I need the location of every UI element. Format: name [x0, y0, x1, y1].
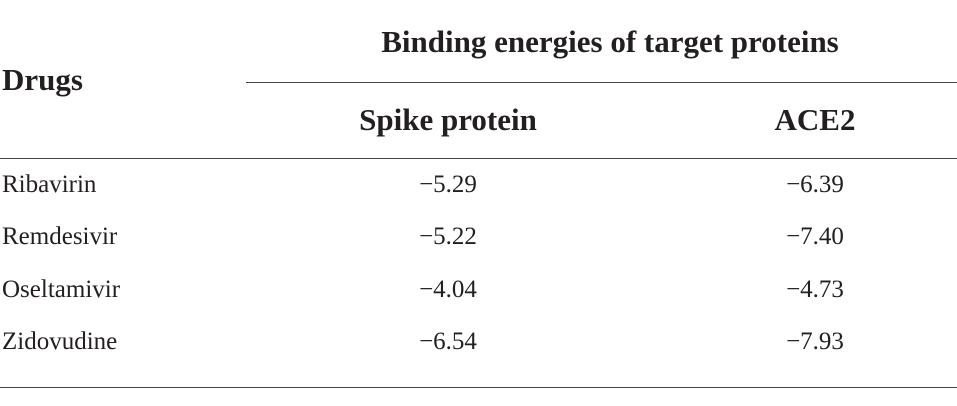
group-rule	[246, 82, 957, 83]
energy-value: −7.40	[786, 223, 844, 251]
drug-name: Ribavirin	[2, 171, 97, 198]
header-group: Binding energies of target proteins	[381, 24, 839, 59]
header-column: ACE2	[774, 102, 856, 137]
energy-value: −4.73	[786, 275, 844, 303]
header-column: Spike protein	[359, 102, 537, 137]
drug-name: Remdesivir	[2, 223, 118, 251]
bottom-rule	[0, 387, 957, 388]
energy-value: −5.29	[419, 171, 477, 198]
header-rule	[0, 158, 957, 159]
drug-name: Zidovudine	[2, 327, 118, 355]
energy-value: −6.54	[419, 327, 477, 355]
header-drugs: Drugs	[2, 62, 83, 97]
energy-value: −4.04	[419, 275, 477, 303]
energy-value: −6.39	[786, 171, 844, 198]
drug-name: Oseltamivir	[2, 275, 121, 303]
energy-value: −5.22	[419, 223, 477, 251]
energy-value: −7.93	[786, 327, 844, 355]
